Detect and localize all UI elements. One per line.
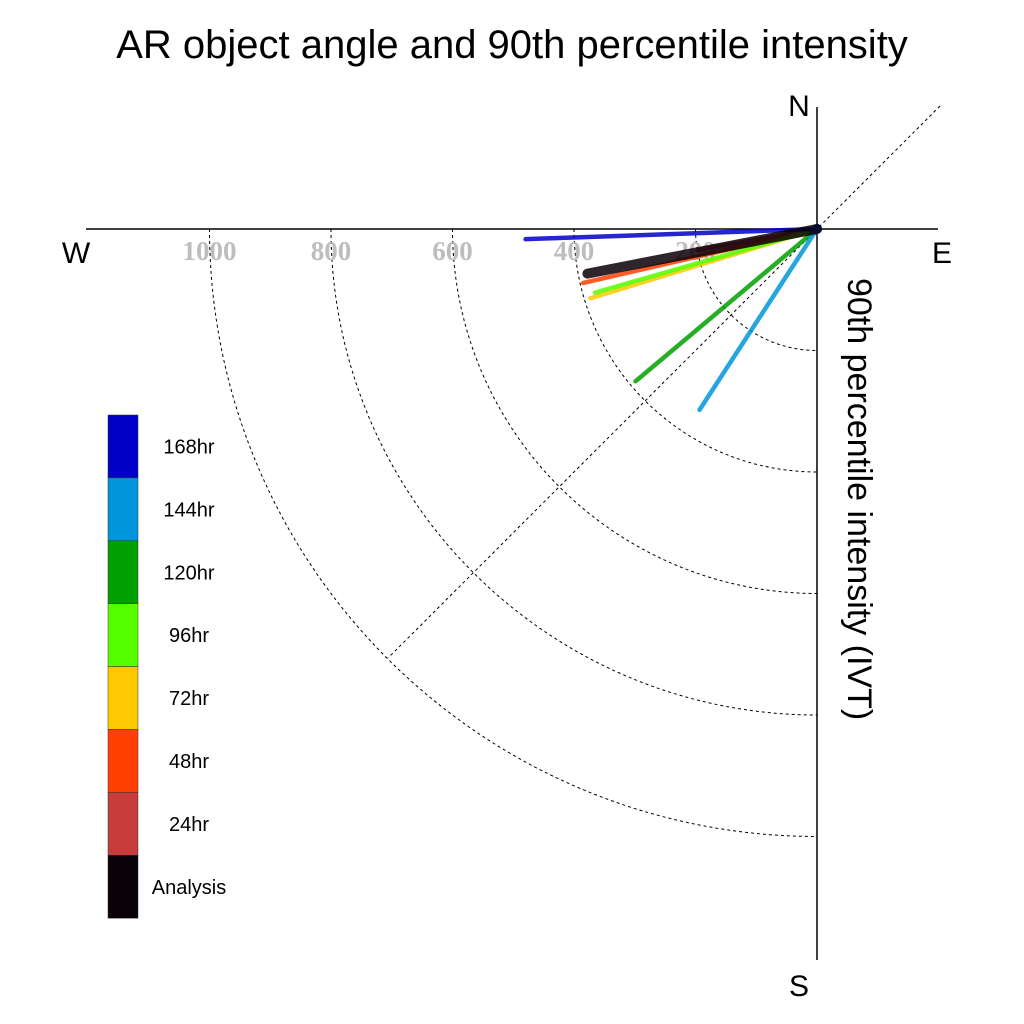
legend-label-144hr: 144hr [163, 499, 214, 521]
vector-168hr [523, 226, 820, 242]
grid-arc [573, 228, 818, 473]
legend-label-120hr: 120hr [163, 562, 214, 584]
grid-arc [209, 228, 818, 837]
compass-east: E [932, 237, 952, 270]
legend-label-24hr: 24hr [169, 814, 209, 836]
vector-144hr [697, 226, 820, 413]
legend-swatch-96hr [107, 603, 139, 667]
legend-swatch-72hr [107, 666, 139, 730]
legend-swatch-144hr [107, 477, 139, 542]
tick-label: 400 [554, 236, 595, 266]
grid-arc [452, 228, 818, 594]
chart-title: AR object angle and 90th percentile inte… [116, 23, 908, 67]
legend-swatch-120hr [107, 540, 139, 604]
legend-swatch-24hr [107, 792, 139, 856]
tick-label: 800 [311, 236, 352, 266]
radial-tick-labels: 2004006008001000 [183, 236, 716, 266]
legend-label-48hr: 48hr [169, 751, 209, 773]
legend-label-168hr: 168hr [163, 436, 214, 458]
vectors [523, 224, 822, 413]
tick-label: 600 [432, 236, 473, 266]
compass-south: S [789, 970, 809, 1003]
legend-label-analysis: Analysis [152, 877, 226, 899]
compass-north: N [788, 90, 810, 123]
legend-swatch-168hr [107, 414, 139, 479]
grid-diagonal [387, 105, 941, 659]
vector-120hr [633, 226, 820, 384]
legend-label-72hr: 72hr [169, 688, 209, 710]
legend: 168hr 144hr 120hr 96hr 72hr 48hr 24hr Analysis [107, 414, 226, 919]
legend-swatch-48hr [107, 729, 139, 793]
grid-arc [330, 228, 818, 716]
tick-label: 1000 [183, 236, 237, 266]
legend-swatch-analysis [107, 855, 139, 919]
y-axis-label: 90th percentile intensity (IVT) [840, 278, 878, 720]
vector-analysis [582, 224, 822, 279]
compass-west: W [62, 237, 91, 270]
legend-label-96hr: 96hr [169, 625, 209, 647]
origin-dot [812, 224, 822, 234]
grid [209, 105, 941, 837]
